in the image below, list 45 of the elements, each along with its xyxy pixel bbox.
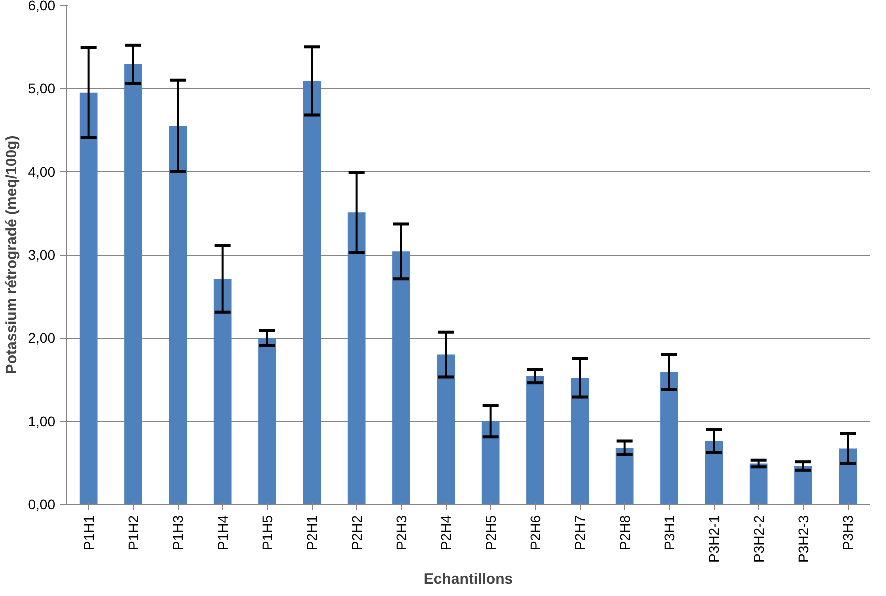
bar: [794, 466, 812, 504]
bar: [303, 81, 322, 504]
bar: [124, 64, 142, 504]
x-tick-label: P2H1: [304, 515, 320, 551]
x-tick-label: P1H2: [126, 515, 142, 551]
y-tick-label: 1,00: [28, 413, 56, 430]
bar: [616, 448, 634, 504]
bar: [80, 92, 98, 504]
y-tick-label: 2,00: [28, 330, 56, 346]
bar: [839, 448, 858, 504]
y-tick-label: 3,00: [28, 247, 56, 263]
x-tick-label: P2H7: [572, 515, 588, 551]
x-tick-label: P2H3: [394, 515, 410, 551]
bar: [482, 421, 500, 504]
x-tick-label: P2H4: [438, 515, 454, 551]
x-tick-label: P1H5: [260, 515, 276, 551]
x-tick-label: P3H2-2: [750, 515, 767, 563]
x-tick-label: P2H6: [528, 515, 544, 551]
bar: [571, 378, 590, 504]
y-tick-label: 0,00: [28, 496, 56, 512]
y-tick-label: 5,00: [28, 80, 56, 97]
bar: [437, 354, 456, 504]
x-tick-label: P3H1: [662, 515, 678, 551]
x-tick-label: P2H5: [482, 515, 499, 551]
x-tick-label: P3H2-3: [796, 515, 812, 563]
bar: [258, 338, 276, 504]
bar: [169, 126, 188, 504]
bar: [660, 372, 678, 504]
bar: [348, 212, 366, 504]
x-tick-label: P1H3: [170, 515, 186, 551]
y-tick-label: 4,00: [28, 164, 56, 180]
x-axis-title: Echantillons: [424, 570, 514, 588]
x-tick-label: P1H4: [214, 515, 231, 551]
y-tick-label: 6,00: [28, 0, 56, 14]
x-tick-label: P3H3: [840, 515, 856, 551]
bar: [526, 376, 544, 504]
x-tick-label: P1H1: [80, 515, 97, 551]
bar: [750, 464, 768, 504]
bar: [214, 279, 232, 504]
x-tick-label: P2H8: [616, 515, 633, 551]
bar: [705, 441, 724, 504]
y-axis-title: Potassium rétrogradé (meq/100g): [3, 136, 20, 374]
x-tick-label: P2H2: [348, 515, 365, 551]
bar: [392, 252, 410, 504]
x-tick-label: P3H2-1: [706, 515, 722, 563]
